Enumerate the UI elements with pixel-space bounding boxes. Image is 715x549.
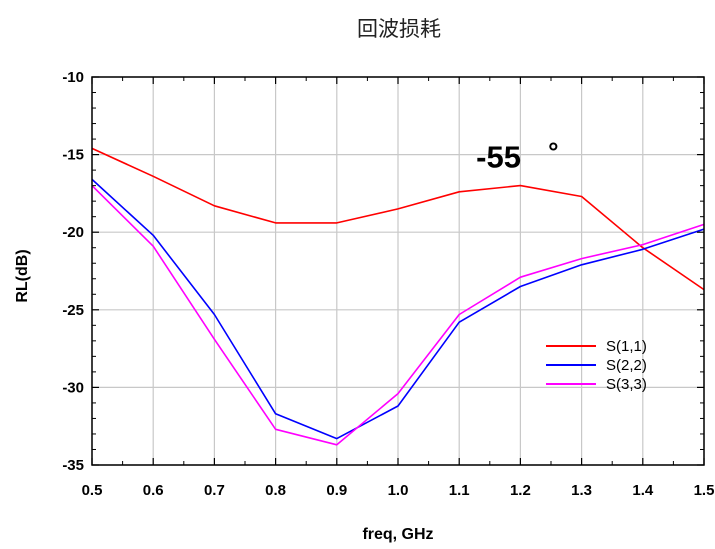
x-tick-label: 0.5: [82, 482, 103, 499]
x-tick-label: 1.3: [571, 482, 592, 499]
series-line-2: [91, 178, 705, 440]
axis-ticks: [91, 76, 705, 466]
legend-entry: S(3,3): [606, 376, 647, 393]
chart-title: 回波损耗: [357, 17, 441, 41]
x-tick-label: 0.9: [326, 482, 347, 499]
x-tick-label: 1.0: [388, 482, 409, 499]
x-axis-label: freq, GHz: [362, 526, 433, 543]
x-tick-label: 1.1: [449, 482, 470, 499]
y-tick-label: -10: [62, 69, 84, 86]
x-tick-label: 0.6: [143, 482, 164, 499]
x-tick-label: 1.2: [510, 482, 531, 499]
y-tick-label: -35: [62, 457, 84, 474]
y-tick-label: -25: [62, 302, 84, 319]
series-line-1: [91, 147, 705, 291]
legend-entry: S(1,1): [606, 338, 647, 355]
y-tick-label: -20: [62, 224, 84, 241]
y-tick-label: -15: [62, 147, 84, 164]
annotation-degree-symbol: °: [548, 136, 558, 166]
legend-entry: S(2,2): [606, 357, 647, 374]
series-line-3: [91, 185, 705, 446]
annotation: -55 °: [476, 136, 558, 174]
x-tick-label: 0.7: [204, 482, 225, 499]
tick-labels: 0.5 0.6 0.7 0.8 0.9 1.0 1.1 1.2 1.3 1.4 1.5 -10 -15 -…: [62, 69, 714, 499]
y-axis-label: RL(dB): [14, 249, 31, 302]
x-tick-label: 1.4: [632, 482, 654, 499]
x-tick-label: 1.5: [694, 482, 715, 499]
series-layer: [91, 147, 705, 446]
y-tick-label: -30: [62, 379, 84, 396]
annotation-value: -55: [476, 139, 521, 174]
x-tick-label: 0.8: [265, 482, 286, 499]
legend: S(1,1) S(2,2) S(3,3): [546, 338, 647, 393]
